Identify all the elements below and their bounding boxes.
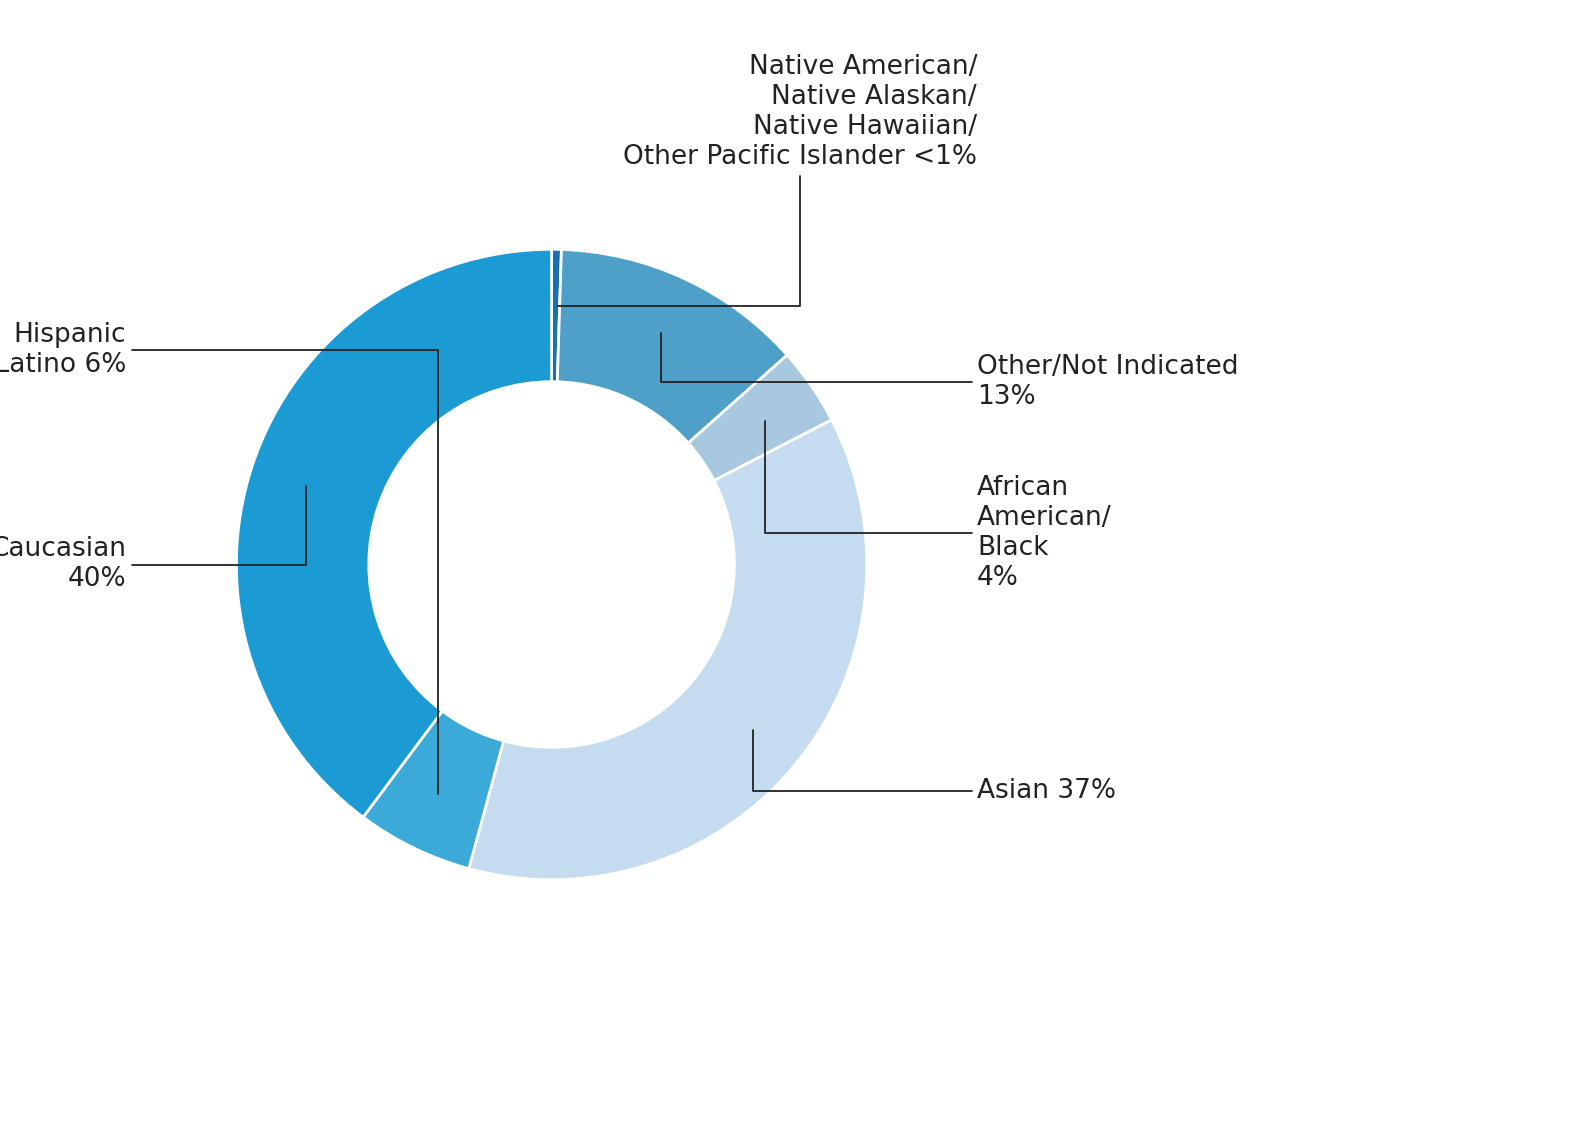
Wedge shape (236, 250, 552, 817)
Wedge shape (362, 711, 504, 868)
Text: Native American/
Native Alaskan/
Native Hawaiian/
Other Pacific Islander <1%: Native American/ Native Alaskan/ Native … (558, 54, 977, 306)
Text: Asian 37%: Asian 37% (753, 729, 1116, 805)
Text: Hispanic
or Latino 6%: Hispanic or Latino 6% (0, 322, 438, 794)
Wedge shape (552, 250, 561, 382)
Text: Caucasian
40%: Caucasian 40% (0, 485, 306, 593)
Wedge shape (558, 250, 786, 443)
Text: Other/Not Indicated
13%: Other/Not Indicated 13% (662, 333, 1239, 410)
Text: African
American/
Black
4%: African American/ Black 4% (764, 421, 1111, 590)
Wedge shape (468, 420, 867, 879)
Wedge shape (689, 355, 832, 481)
